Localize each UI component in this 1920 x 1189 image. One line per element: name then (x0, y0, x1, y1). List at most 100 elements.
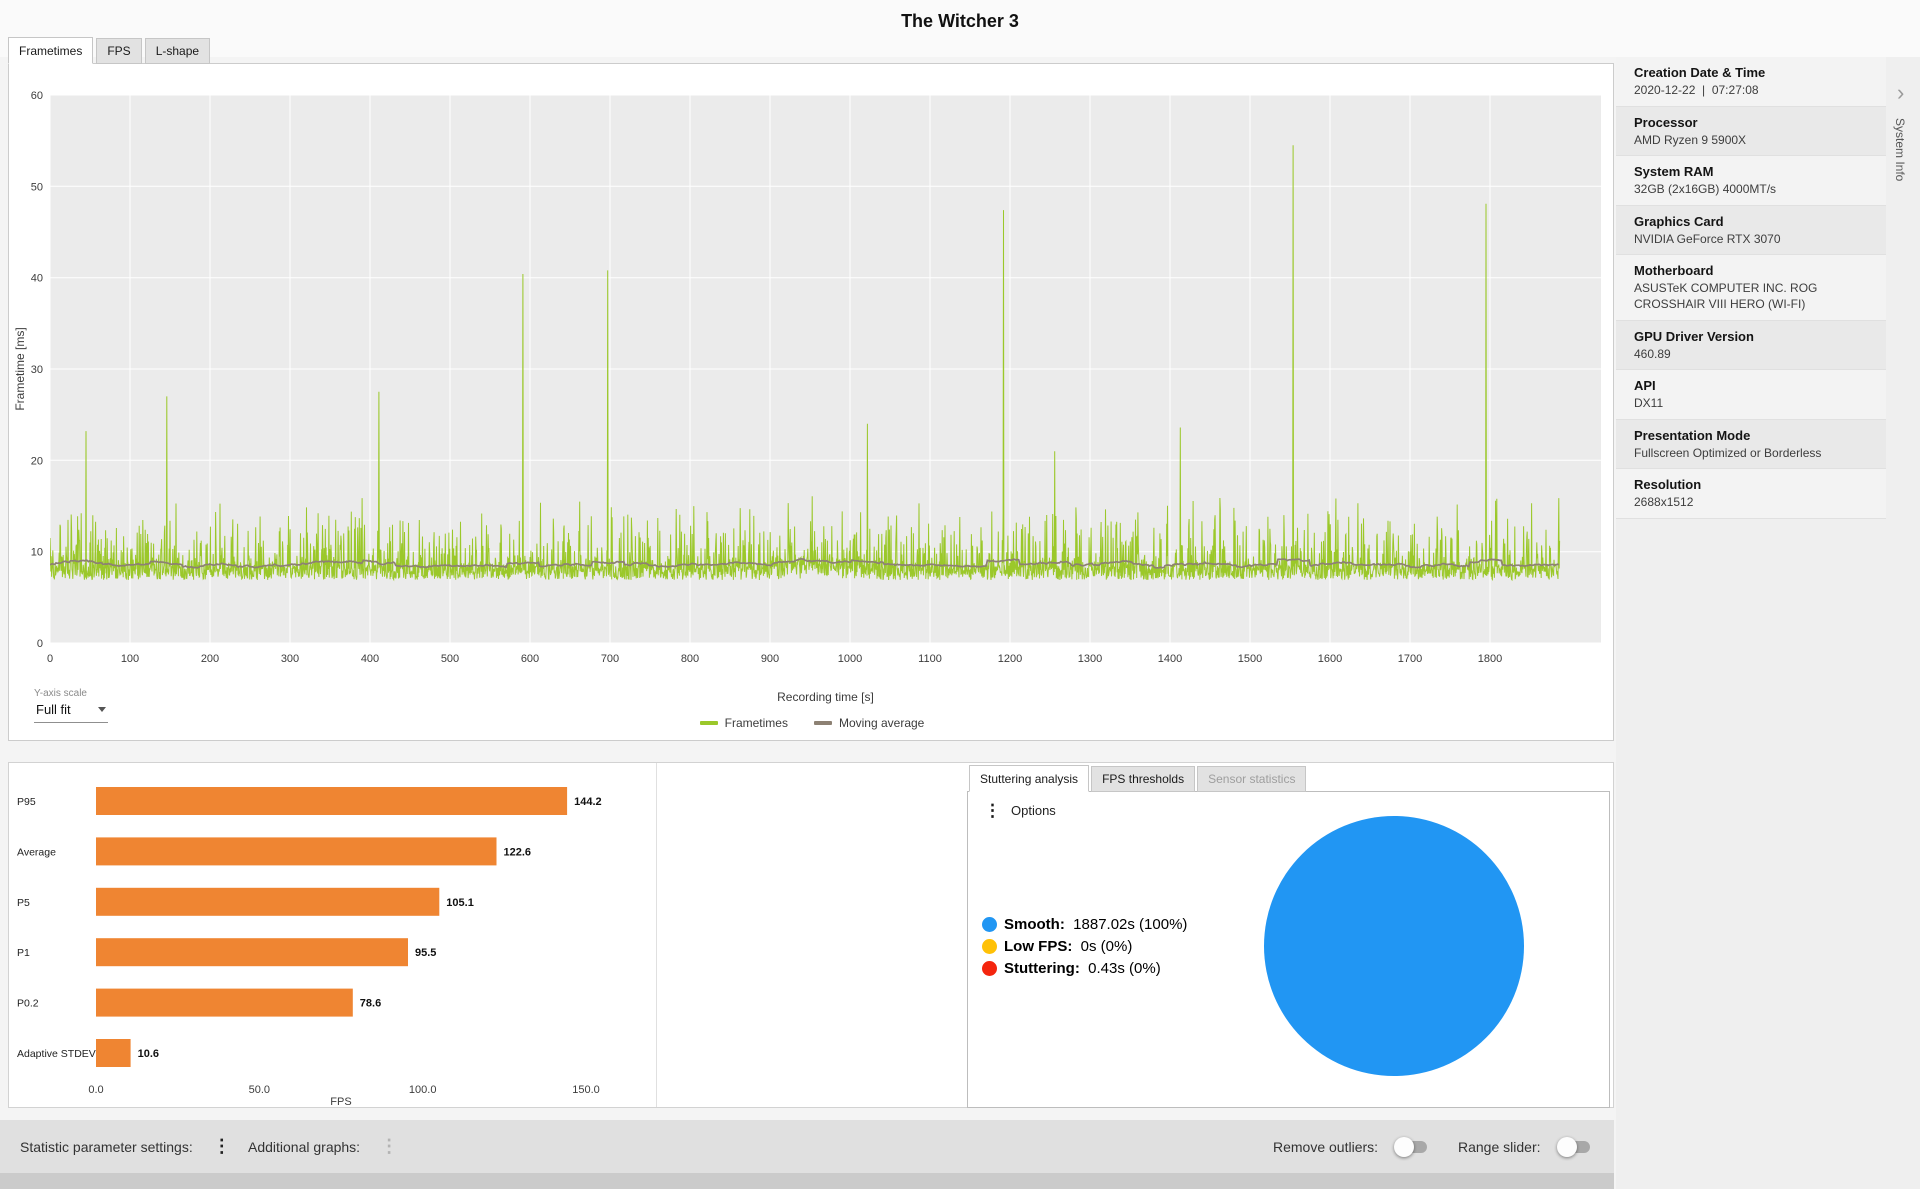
svg-text:100: 100 (121, 653, 139, 665)
options-label: Options (1011, 803, 1056, 818)
svg-text:100.0: 100.0 (409, 1084, 437, 1096)
dropdown-caret-icon (98, 707, 106, 712)
range-slider-toggle[interactable] (1556, 1136, 1593, 1157)
svg-text:1600: 1600 (1318, 653, 1342, 665)
svg-text:105.1: 105.1 (446, 897, 474, 909)
system-info-label: Presentation Mode (1634, 427, 1751, 443)
collapse-chevron-icon[interactable]: › (1897, 80, 1905, 105)
y-axis-scale-dropdown[interactable]: Y-axis scale Full fit (34, 688, 108, 723)
legend-swatch-icon (813, 721, 832, 725)
svg-text:144.2: 144.2 (574, 796, 602, 808)
svg-text:1400: 1400 (1158, 653, 1182, 665)
tab-stuttering-analysis[interactable]: Stuttering analysis (969, 765, 1090, 792)
system-info-value: 32GB (2x16GB) 4000MT/s (1634, 182, 1777, 197)
system-info-value: AMD Ryzen 9 5900X (1634, 132, 1747, 147)
tab-frametimes[interactable]: Frametimes (8, 37, 94, 64)
system-info-panel: Creation Date & Time 2020-12-22 | 07:27:0… (1616, 57, 1920, 1189)
svg-text:1300: 1300 (1078, 653, 1102, 665)
range-slider-label: Range slider: (1458, 1138, 1541, 1155)
svg-text:10: 10 (31, 547, 43, 559)
remove-outliers-group: Remove outliers: (1273, 1120, 1430, 1173)
system-info-row-motherboard: Motherboard ASUSTeK COMPUTER INC. ROG CRO… (1616, 255, 1886, 321)
system-info-row-processor: Processor AMD Ryzen 9 5900X (1616, 106, 1886, 157)
svg-text:1700: 1700 (1398, 653, 1422, 665)
svg-text:400: 400 (361, 653, 379, 665)
system-info-list: Creation Date & Time 2020-12-22 | 07:27:0… (1616, 57, 1920, 519)
svg-text:Recording time [s]: Recording time [s] (777, 690, 874, 704)
legend-value: 0s (0%) (1072, 938, 1133, 955)
system-info-label: API (1634, 378, 1656, 394)
svg-text:10.6: 10.6 (138, 1048, 159, 1060)
system-info-value: Fullscreen Optimized or Borderless (1634, 445, 1822, 460)
system-info-value: 2020-12-22 | 07:27:08 (1634, 83, 1759, 97)
statistic-settings-menu-icon[interactable]: ⋮ (212, 1136, 231, 1156)
legend-label: Smooth: (1004, 916, 1065, 933)
frametime-legend: Frametimes Moving average (9, 716, 1615, 730)
system-info-label: Resolution (1634, 477, 1702, 493)
system-info-row-gpu-driver-version: GPU Driver Version 460.89 (1616, 320, 1886, 371)
svg-text:FPS: FPS (330, 1096, 351, 1107)
svg-text:1200: 1200 (998, 653, 1022, 665)
system-info-value: 460.89 (1634, 346, 1671, 361)
tab-l-shape[interactable]: L-shape (144, 38, 211, 64)
svg-text:300: 300 (281, 653, 299, 665)
header-background (0, 0, 1920, 57)
svg-text:1800: 1800 (1478, 653, 1502, 665)
stutter-legend-item-stuttering: Stuttering: 0.43s (0%) (982, 960, 1187, 977)
range-slider-group: Range slider: (1458, 1120, 1593, 1173)
legend-label: Stuttering: (1004, 960, 1080, 977)
svg-text:30: 30 (31, 364, 43, 376)
system-info-value: NVIDIA GeForce RTX 3070 (1634, 231, 1781, 246)
fps-bar-chart: P95 144.2 Average 122.6 P5 105.1 P1 95.5 P0.2 78.… (17, 787, 602, 1107)
system-info-label: GPU Driver Version (1634, 328, 1754, 344)
system-info-row-api: API DX11 (1616, 370, 1886, 420)
statistic-settings-label: Statistic parameter settings: (20, 1138, 193, 1155)
options-button[interactable]: ⋮ Options (984, 802, 1056, 819)
footer-strip (0, 1173, 1614, 1189)
kebab-icon: ⋮ (984, 801, 1001, 820)
stuttering-legend: Smooth: 1887.02s (100%) Low FPS: 0s (0%) S… (982, 916, 1187, 977)
toggle-thumb (1394, 1136, 1415, 1157)
system-info-vertical-label: System Info (1893, 118, 1907, 182)
page-title: The Witcher 3 (901, 11, 1019, 31)
tab-fps[interactable]: FPS (96, 38, 142, 64)
legend-dot-icon (982, 917, 997, 932)
stutter-legend-item-smooth: Smooth: 1887.02s (100%) (982, 916, 1187, 933)
svg-text:P95: P95 (17, 796, 36, 808)
system-info-label: System RAM (1634, 164, 1714, 180)
svg-text:0: 0 (47, 653, 53, 665)
svg-text:600: 600 (521, 653, 539, 665)
svg-text:122.6: 122.6 (504, 846, 532, 858)
additional-graphs-label: Additional graphs: (248, 1138, 361, 1155)
svg-text:0.0: 0.0 (88, 1084, 103, 1096)
svg-text:20: 20 (31, 455, 43, 467)
svg-text:50: 50 (31, 181, 43, 193)
system-info-value: DX11 (1634, 396, 1664, 411)
svg-text:50.0: 50.0 (249, 1084, 270, 1096)
svg-text:0: 0 (37, 638, 43, 650)
tab-sensor-statistics[interactable]: Sensor statistics (1197, 766, 1307, 792)
svg-text:200: 200 (201, 653, 219, 665)
svg-text:700: 700 (601, 653, 619, 665)
stuttering-pie-chart (1264, 816, 1524, 1076)
legend-item-moving-average: Moving average (813, 716, 924, 730)
svg-text:1500: 1500 (1238, 653, 1262, 665)
svg-text:P0.2: P0.2 (17, 998, 39, 1010)
remove-outliers-toggle[interactable] (1394, 1136, 1430, 1157)
svg-text:Adaptive STDEV: Adaptive STDEV (17, 1048, 96, 1060)
legend-dot-icon (982, 961, 997, 976)
svg-text:1100: 1100 (918, 653, 942, 665)
system-info-row-system-ram: System RAM 32GB (2x16GB) 4000MT/s (1616, 156, 1886, 206)
svg-text:60: 60 (31, 90, 43, 102)
svg-text:Frametime [ms]: Frametime [ms] (13, 327, 27, 410)
system-info-label: Graphics Card (1634, 213, 1724, 229)
toggle-thumb (1556, 1136, 1577, 1157)
tab-fps-thresholds[interactable]: FPS thresholds (1091, 766, 1196, 792)
additional-graphs-menu-icon[interactable]: ⋮ (380, 1136, 399, 1156)
svg-text:78.6: 78.6 (360, 998, 381, 1010)
frametime-chart-panel: 0 10 20 30 40 50 60 0 100 200 300 400 500 600 700 800 90… (8, 63, 1614, 741)
svg-text:1000: 1000 (838, 653, 862, 665)
main-tab-bar: Frametimes FPS L-shape (8, 37, 211, 64)
system-info-row-graphics-card: Graphics Card NVIDIA GeForce RTX 3070 (1616, 205, 1886, 256)
